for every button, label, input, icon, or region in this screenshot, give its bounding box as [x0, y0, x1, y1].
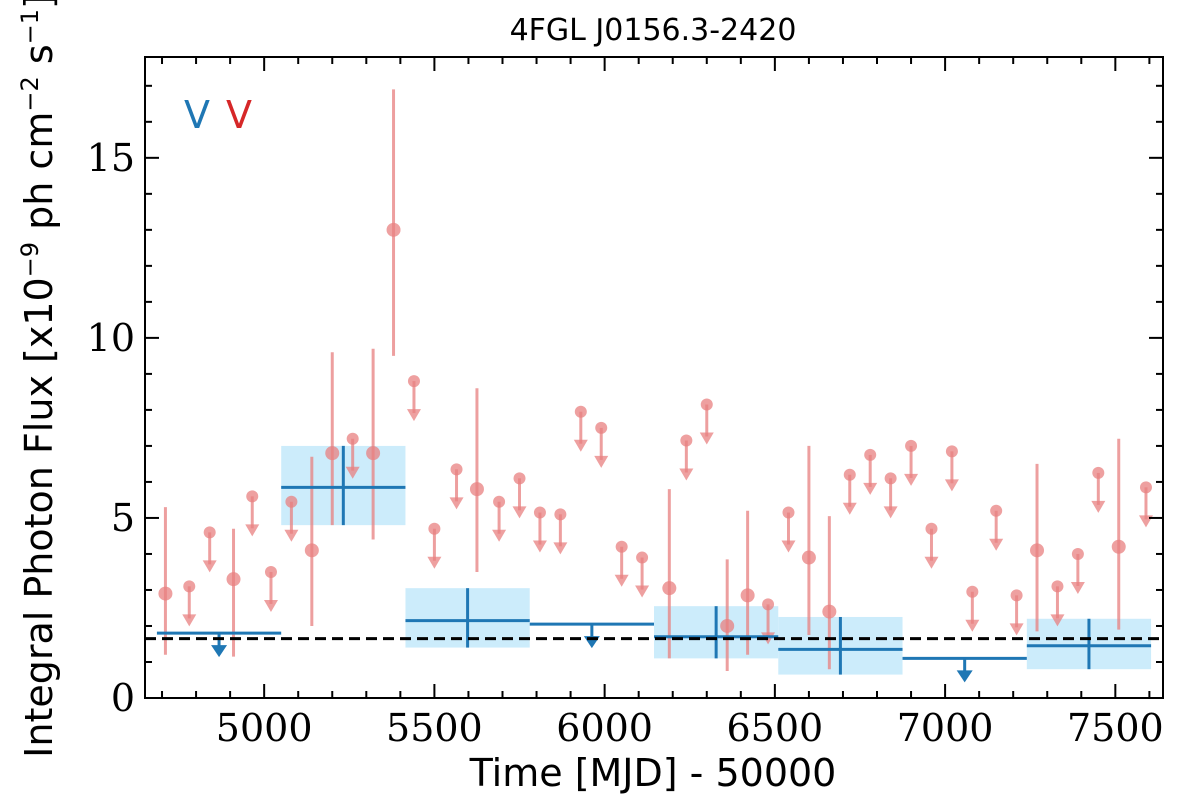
- red-point-13: [1111, 539, 1126, 554]
- blue-ul-arrow-0: [211, 645, 228, 658]
- red-point-8: [720, 618, 735, 633]
- red-ul-arrow-11: [532, 540, 547, 553]
- legend-entry-blue: V: [184, 93, 210, 137]
- red-ul-arrow-17: [679, 468, 694, 481]
- red-ul-arrow-2: [245, 524, 260, 537]
- red-ul-arrow-15: [614, 574, 629, 587]
- x-tick-label-5: 7500: [1067, 706, 1164, 750]
- x-tick-label-1: 5500: [386, 706, 483, 750]
- red-ul-arrow-13: [573, 439, 588, 452]
- red-point-1: [226, 572, 241, 587]
- y-tick-label-3: 15: [87, 136, 135, 180]
- x-tick-label-0: 5000: [216, 706, 313, 750]
- red-ul-arrow-16: [635, 585, 650, 598]
- red-point-10: [801, 550, 816, 565]
- red-ul-arrow-22: [863, 482, 878, 495]
- red-ul-arrow-26: [944, 479, 959, 492]
- y-tick-label-0: 0: [111, 676, 135, 720]
- x-tick-label-3: 6500: [727, 706, 824, 750]
- red-ul-arrow-27: [965, 619, 980, 632]
- y-axis-label: Integral Photon Flux [x10−9 ph cm−2 s−1]: [16, 0, 61, 758]
- x-tick-label-4: 7000: [897, 706, 994, 750]
- red-ul-arrow-24: [904, 473, 919, 486]
- red-ul-arrow-25: [924, 556, 939, 569]
- red-point-11: [822, 604, 837, 619]
- red-point-0: [158, 586, 173, 601]
- red-ul-arrow-9: [492, 529, 507, 542]
- x-tick-label-2: 6000: [556, 706, 653, 750]
- red-ul-arrow-14: [594, 455, 609, 468]
- red-ul-arrow-3: [263, 599, 278, 612]
- red-ul-arrow-7: [427, 556, 442, 569]
- red-ul-arrow-4: [284, 529, 299, 542]
- red-ul-arrow-5: [345, 466, 360, 479]
- red-ul-arrow-31: [1070, 581, 1085, 594]
- red-point-6: [469, 482, 484, 497]
- red-ul-arrow-32: [1091, 500, 1106, 513]
- red-point-4: [366, 446, 381, 461]
- chart-title: 4FGL J0156.3-2420: [510, 13, 797, 48]
- x-axis-label: Time [MJD] - 50000: [469, 751, 837, 795]
- axes: 5000 5500 6000 6500 7000 7500 0 5 10 15: [87, 56, 1164, 750]
- red-ul-arrow-12: [553, 542, 568, 555]
- red-point-7: [662, 581, 677, 596]
- red-ul-arrow-28: [989, 538, 1004, 551]
- red-ul-arrow-20: [781, 540, 796, 553]
- red-ul-arrow-21: [842, 502, 857, 515]
- plot-area: [145, 89, 1163, 683]
- legend-entry-red: V: [226, 93, 252, 137]
- red-ul-arrow-10: [512, 506, 527, 519]
- red-point-12: [1030, 543, 1045, 558]
- red-point-5: [386, 222, 401, 237]
- y-tick-label-1: 5: [111, 496, 135, 540]
- red-ul-arrow-29: [1009, 623, 1024, 636]
- red-point-3: [325, 446, 340, 461]
- red-point-9: [740, 588, 755, 603]
- plot-frame: [144, 56, 1164, 699]
- red-ul-arrow-23: [883, 506, 898, 519]
- red-ul-arrow-8: [449, 497, 464, 510]
- red-ul-arrow-0: [182, 614, 197, 627]
- y-tick-label-2: 10: [87, 316, 135, 360]
- red-ul-arrow-18: [699, 432, 714, 445]
- red-ul-arrow-1: [202, 560, 217, 573]
- blue-ul-arrow-2: [956, 670, 973, 683]
- legend: V V: [184, 93, 252, 137]
- red-ul-arrow-30: [1050, 614, 1065, 627]
- red-ul-arrow-6: [406, 409, 421, 422]
- red-point-2: [304, 543, 319, 558]
